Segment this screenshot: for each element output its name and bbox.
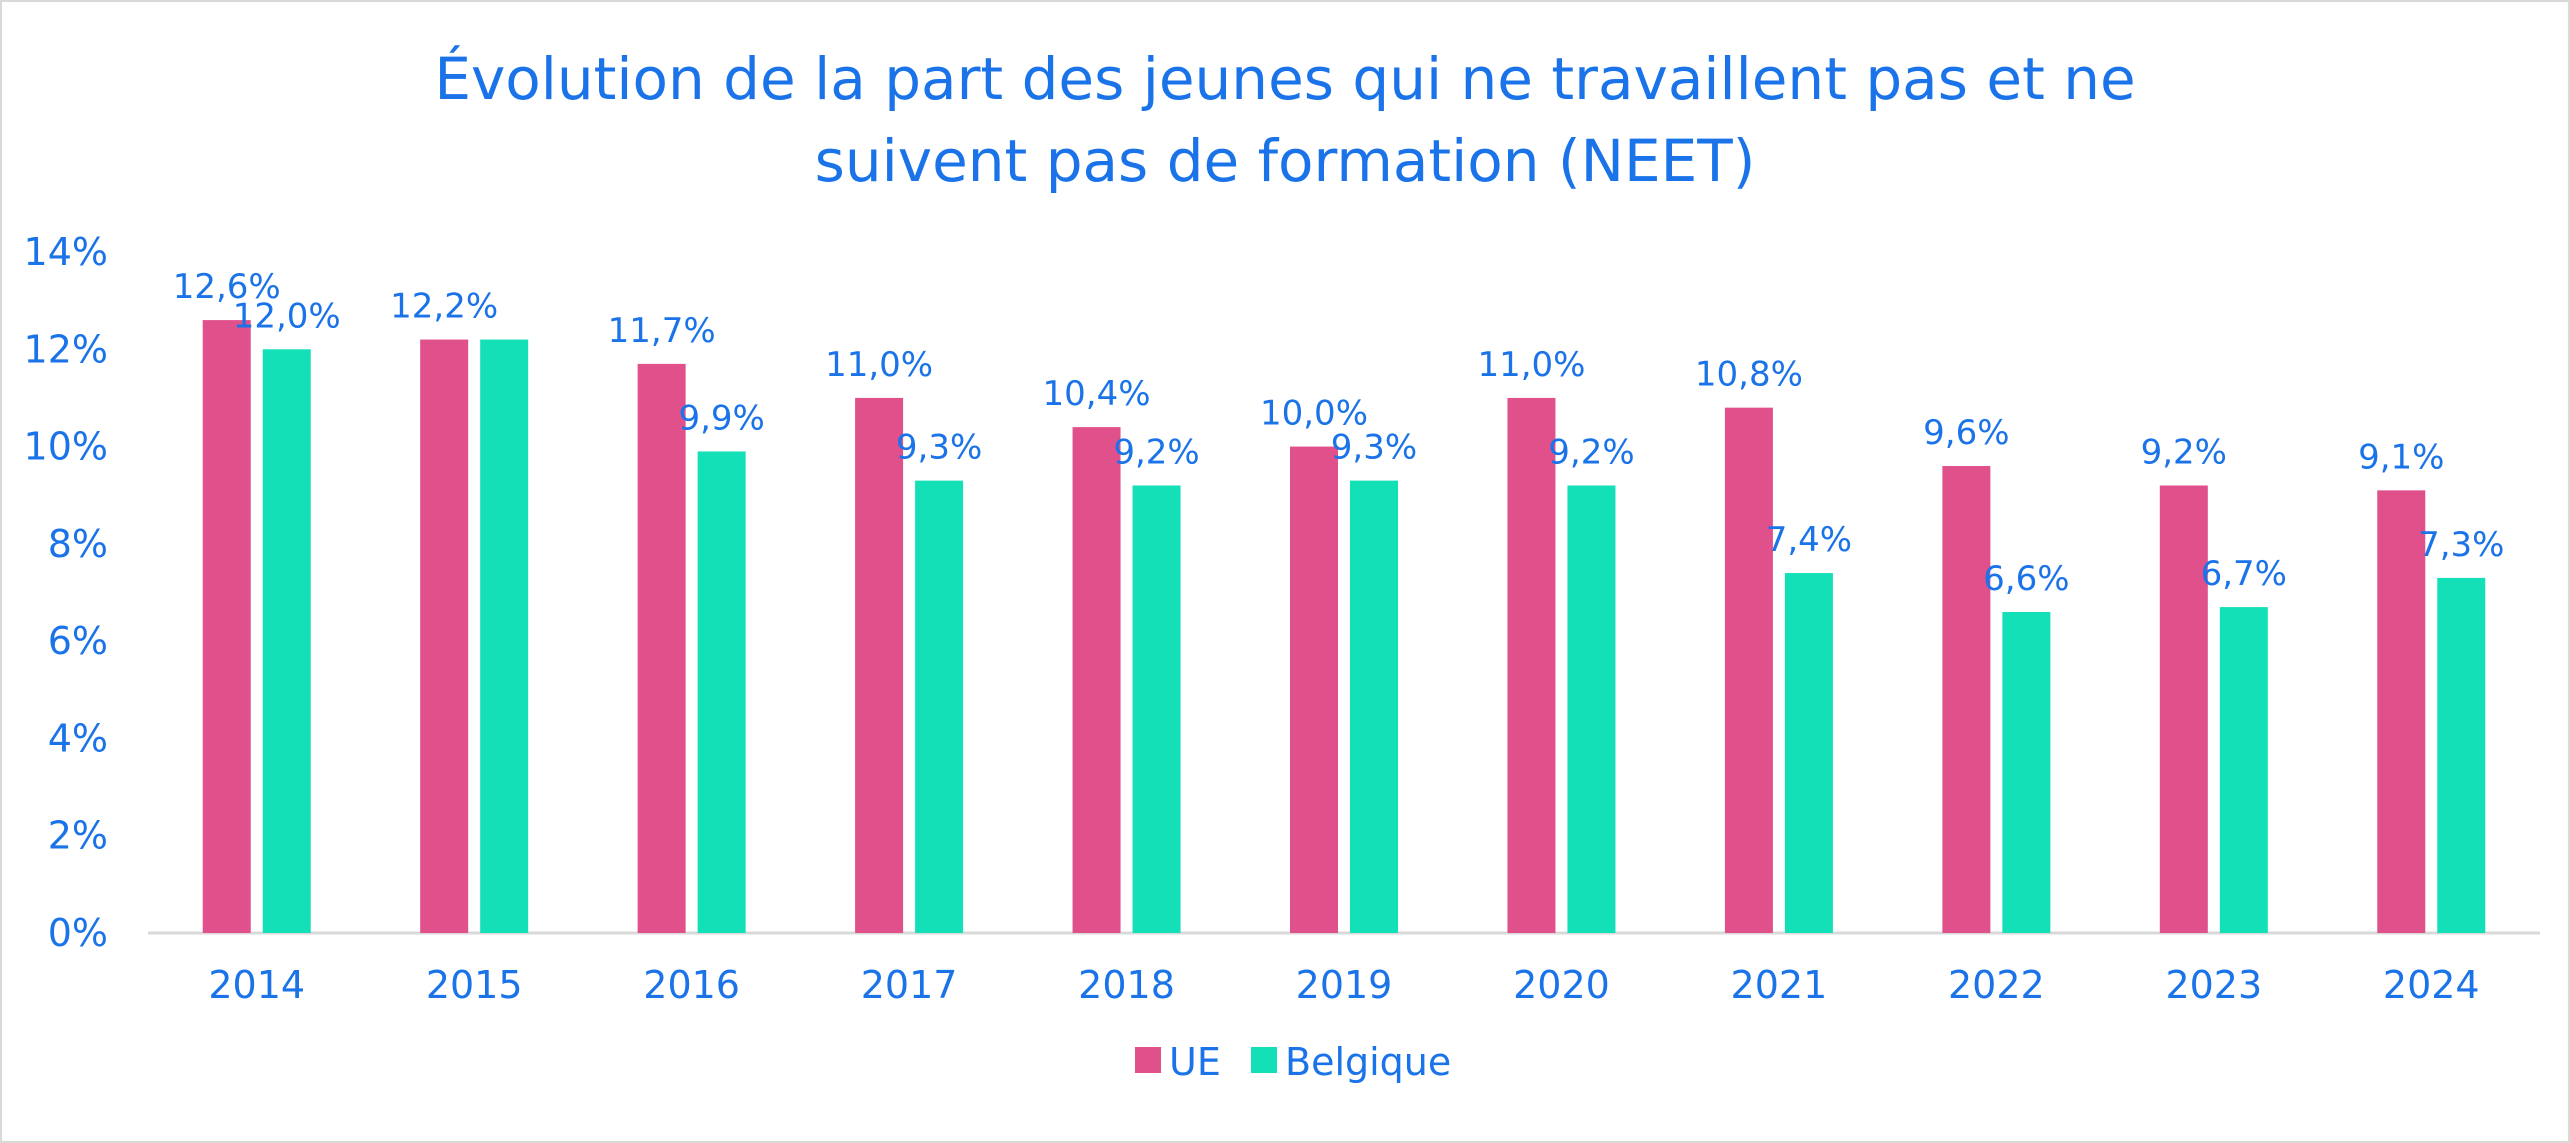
y-tick-label: 12% xyxy=(24,327,108,371)
data-label-belgique-2023: 6,7% xyxy=(2201,554,2287,594)
y-tick-label: 14% xyxy=(24,230,108,274)
x-tick-label: 2019 xyxy=(1296,963,1393,1007)
data-label-belgique-2021: 7,4% xyxy=(1766,520,1852,560)
x-tick-label: 2021 xyxy=(1731,963,1828,1007)
bar-ue-2017 xyxy=(855,397,904,933)
data-label-belgique-2024: 7,3% xyxy=(2418,525,2504,565)
y-tick-label: 8% xyxy=(48,522,108,566)
data-label-ue-2020: 11,0% xyxy=(1477,345,1585,385)
bar-belgique-2020 xyxy=(1567,485,1616,933)
bar-ue-2020 xyxy=(1507,397,1556,933)
y-tick-label: 4% xyxy=(48,716,108,760)
data-label-ue-2023: 9,2% xyxy=(2141,432,2227,472)
data-label-belgique-2014: 12,0% xyxy=(233,296,341,336)
data-label-ue-2017: 11,0% xyxy=(825,345,933,385)
bar-belgique-2021 xyxy=(1784,573,1833,933)
data-label-ue-2021: 10,8% xyxy=(1695,355,1803,395)
chart-title-line-2: suivent pas de formation (NEET) xyxy=(814,127,1756,195)
bar-belgique-2023 xyxy=(2219,607,2268,933)
data-label-ue-2019: 10,0% xyxy=(1260,394,1368,434)
y-tick-label: 0% xyxy=(48,911,108,955)
bar-belgique-2015 xyxy=(480,339,529,933)
data-label-belgique-2017: 9,3% xyxy=(896,428,982,468)
x-tick-label: 2014 xyxy=(208,963,305,1007)
x-tick-label: 2022 xyxy=(1948,963,2045,1007)
bar-ue-2016 xyxy=(637,363,686,934)
bar-ue-2018 xyxy=(1072,427,1121,933)
data-label-belgique-2018: 9,2% xyxy=(1113,432,1199,472)
bar-belgique-2024 xyxy=(2437,577,2486,933)
bar-belgique-2017 xyxy=(915,480,964,933)
bar-ue-2015 xyxy=(420,339,469,933)
data-label-belgique-2020: 9,2% xyxy=(1548,432,1634,472)
x-tick-label: 2018 xyxy=(1078,963,1175,1007)
legend-label-belgique: Belgique xyxy=(1285,1040,1451,1084)
bar-belgique-2022 xyxy=(2002,611,2051,933)
data-label-belgique-2016: 9,9% xyxy=(678,398,764,438)
y-tick-label: 10% xyxy=(24,425,108,469)
x-tick-label: 2015 xyxy=(426,963,523,1007)
bar-belgique-2014 xyxy=(262,349,311,933)
y-tick-label: 6% xyxy=(48,619,108,663)
data-label-ue-2014: 12,6% xyxy=(173,267,281,307)
x-tick-label: 2017 xyxy=(861,963,958,1007)
x-tick-label: 2016 xyxy=(643,963,740,1007)
legend-label-ue: UE xyxy=(1169,1040,1221,1084)
bar-belgique-2018 xyxy=(1132,485,1181,933)
chart-title: Évolution de la part des jeunes qui ne t… xyxy=(0,38,2570,202)
data-label-ue-2022: 9,6% xyxy=(1923,413,2009,453)
data-label-belgique-2022: 6,6% xyxy=(1983,559,2069,599)
bar-belgique-2016 xyxy=(697,451,746,933)
data-label-ue-2018: 10,4% xyxy=(1043,374,1151,414)
data-label-ue-2015: 12,2% xyxy=(390,287,498,327)
legend-swatch-ue xyxy=(1135,1047,1161,1073)
bar-ue-2014 xyxy=(202,320,251,934)
x-tick-label: 2024 xyxy=(2383,963,2480,1007)
bar-ue-2024 xyxy=(2377,490,2426,933)
y-tick-label: 2% xyxy=(48,814,108,858)
bar-ue-2022 xyxy=(1942,466,1991,933)
data-label-ue-2016: 11,7% xyxy=(608,311,716,351)
legend-swatch-belgique xyxy=(1251,1047,1277,1073)
x-tick-label: 2023 xyxy=(2165,963,2262,1007)
data-label-ue-2024: 9,1% xyxy=(2358,437,2444,477)
bar-ue-2019 xyxy=(1290,446,1338,933)
x-tick-label: 2020 xyxy=(1513,963,1610,1007)
bar-ue-2023 xyxy=(2159,485,2208,933)
bar-belgique-2019 xyxy=(1350,480,1398,933)
bar-ue-2021 xyxy=(1724,407,1773,934)
data-label-belgique-2019: 9,3% xyxy=(1331,428,1417,468)
chart-title-line-1: Évolution de la part des jeunes qui ne t… xyxy=(434,45,2136,113)
